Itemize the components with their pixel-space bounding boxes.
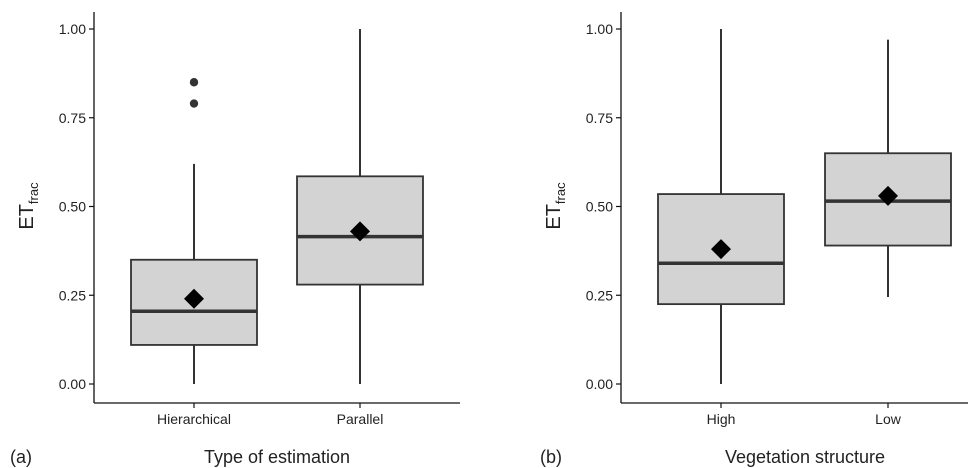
outlier-point [189,78,199,87]
panel-b: 0.00 0.25 0.50 0.75 1.00 High Low Vegetation st… [540,12,968,467]
y-axis-title: ETfrac [16,182,41,230]
y-tick-label: 0.25 [586,287,613,303]
panel-label: (b) [540,447,562,467]
x-tick-label: High [707,411,736,427]
panel-label: (a) [10,447,32,467]
y-tick-label: 0.75 [586,110,613,126]
mean-marker [878,185,898,206]
y-tick-label: 1.00 [586,21,613,37]
y-tick-label: 0.75 [59,110,86,126]
x-tick-label: Parallel [337,411,384,427]
y-axis-title-subscript: frac [26,182,41,204]
x-axis-title: Type of estimation [204,447,350,467]
y-tick-label: 0.00 [586,376,613,392]
panel-a: 0.00 0.25 0.50 0.75 1.00 Hierarchical Parallel… [10,12,460,467]
mean-marker [184,288,204,309]
y-axis-title-subscript: frac [553,182,568,204]
x-axis-title: Vegetation structure [725,447,885,467]
y-tick-label: 0.50 [586,199,613,215]
mean-marker [350,221,370,242]
y-tick-label: 0.00 [59,376,86,392]
y-axis-title: ETfrac [543,182,568,230]
y-tick-label: 0.25 [59,287,86,303]
mean-marker [711,239,731,260]
y-tick-label: 0.50 [59,199,86,215]
y-axis-title-main: ET [543,204,565,230]
y-tick-label: 1.00 [59,21,86,37]
y-axis-title-main: ET [16,204,38,230]
x-tick-label: Low [875,411,902,427]
box [130,258,258,346]
outlier-point [189,99,199,108]
x-tick-label: Hierarchical [157,411,231,427]
